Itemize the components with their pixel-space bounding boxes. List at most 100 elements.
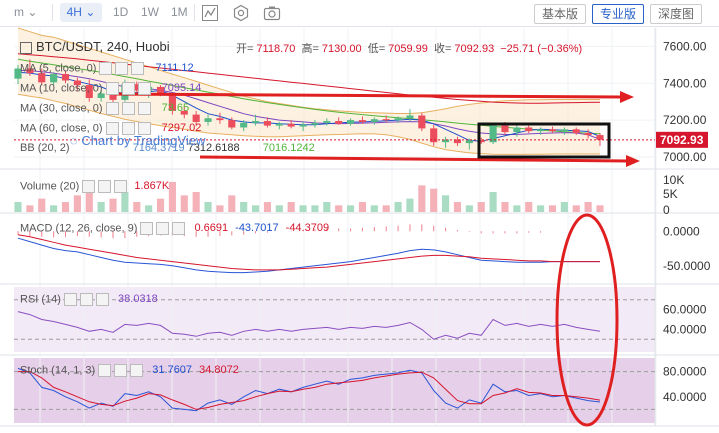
pro-mode-button[interactable]: 专业版 [592, 4, 644, 24]
stoch-label[interactable]: Stoch (14, 1, 3) 31.7607 34.8072 [20, 364, 239, 377]
candle-body [394, 118, 402, 121]
interval-selector[interactable]: 4H ⌄ [60, 3, 102, 22]
ma30-label[interactable]: MA (30, close, 0) 73.65 [20, 102, 190, 115]
ma5-label[interactable]: MA (5, close, 0) 7111.12 [20, 62, 194, 75]
volume-bar [180, 195, 188, 212]
volume-bar [204, 202, 212, 212]
macd-tick-label: 0.0000 [663, 224, 700, 238]
volume-tick-label: 5K [663, 187, 678, 201]
candle-body [263, 121, 271, 126]
candle-body [275, 123, 283, 126]
volume-bar [97, 202, 105, 212]
stoch-tick-label: 40.0000 [663, 390, 707, 404]
volume-bar [263, 202, 271, 212]
stoch-d-line [18, 371, 601, 410]
rsi-background [14, 287, 655, 352]
red-arrow-bottom-head [626, 155, 640, 167]
candle-body [73, 80, 81, 86]
volume-label[interactable]: Volume (20) 1.867K [20, 180, 170, 193]
candle-body [156, 86, 165, 94]
volume-bar [382, 205, 390, 212]
candle-body [38, 73, 46, 83]
volume-bar [477, 202, 485, 212]
interval-1w-button[interactable]: 1W [141, 5, 159, 19]
volume-bar [85, 185, 93, 212]
ma30-value: 73.65 [161, 102, 190, 115]
candle-body [14, 68, 22, 79]
volume-bar [525, 202, 533, 212]
candle-body [335, 121, 343, 124]
volume-bar [560, 202, 568, 212]
volume-tick-label: 10K [663, 173, 684, 187]
candle-body [109, 93, 117, 100]
interval-1d-button[interactable]: 1D [113, 5, 129, 19]
tradingview-watermark: ◌ Chart by TradingView [70, 133, 206, 148]
volume-bar [347, 205, 355, 212]
camera-icon[interactable] [263, 4, 281, 22]
volume-bar [501, 202, 509, 212]
volume-bar [109, 198, 117, 212]
candle-body [50, 74, 58, 83]
volume-bar [61, 202, 70, 212]
rsi-label[interactable]: RSI (14) 38.0318 [20, 293, 158, 306]
ma10-label[interactable]: MA (10, close, 0) 7095.14 [20, 82, 202, 95]
price-tick-label: 7000.00 [663, 150, 707, 164]
macd-signal-line [17, 234, 600, 271]
price-tick-label: 7600.00 [663, 39, 707, 53]
rsi-tick-label: 60.0000 [663, 303, 707, 317]
candle-body [584, 133, 592, 136]
candle-body [513, 127, 521, 133]
chevron-down-icon: ⌄ [85, 5, 96, 19]
candle-body [299, 124, 307, 127]
chart-type-icon [20, 41, 32, 54]
volume-bar [287, 202, 295, 212]
toolbar: m ⌄ 4H ⌄ 1D 1W 1M 基本版 专业版 深度图 [0, 0, 719, 27]
candle-body [572, 129, 580, 133]
volume-bar [168, 182, 176, 212]
candle-body [26, 68, 34, 74]
stoch-tick-label: 80.0000 [663, 365, 707, 379]
indicators-icon[interactable] [201, 4, 219, 22]
candle-body [228, 120, 236, 128]
volume-bar [228, 195, 236, 212]
candle-body [240, 122, 248, 128]
volume-bar [358, 202, 367, 212]
last-price-label: 7092.93 [660, 133, 704, 147]
rsi-line [17, 311, 601, 340]
bb-lower-line [17, 93, 600, 155]
candle-body [204, 118, 212, 122]
volume-bar [548, 205, 557, 212]
candle-body [453, 139, 462, 144]
depth-mode-button[interactable]: 深度图 [650, 4, 702, 24]
symbol-title: BTC/USDT, 240, Huobi [20, 40, 170, 54]
volume-bar [453, 202, 462, 212]
settings-icon[interactable] [232, 4, 250, 22]
bb-label[interactable]: BB (20, 2) 7164.3719 7312.6188 7016.1242 [20, 142, 315, 154]
candle-body [347, 120, 355, 124]
volume-bar [216, 205, 224, 212]
candle-body [537, 129, 545, 132]
candle-body [133, 84, 141, 91]
red-arrow-top-head [620, 91, 634, 103]
candle-body [323, 121, 331, 123]
candle-body [251, 121, 260, 123]
bb-upper-line [17, 27, 600, 114]
candle-body [596, 135, 604, 140]
macd-label[interactable]: MACD (12, 26, close, 9) 0.6691 -43.7017 … [20, 222, 330, 235]
candle-body [358, 120, 367, 122]
candle-body [548, 129, 557, 132]
basic-mode-button[interactable]: 基本版 [534, 4, 586, 24]
candle-body [465, 140, 473, 144]
volume-bar [537, 205, 545, 212]
volume-bar [596, 205, 604, 212]
volume-bar [156, 198, 165, 212]
volume-value: 1.867K [134, 180, 170, 193]
volume-bar [50, 205, 58, 212]
candle-body [477, 140, 485, 143]
candle-body [192, 114, 200, 122]
candle-body [370, 119, 378, 122]
symbol-search-input[interactable]: m ⌄ [14, 5, 38, 19]
volume-bar [251, 205, 260, 212]
interval-1m-button[interactable]: 1M [171, 5, 188, 19]
ma60-label[interactable]: MA (60, close, 0) 7297.02 [20, 122, 202, 135]
